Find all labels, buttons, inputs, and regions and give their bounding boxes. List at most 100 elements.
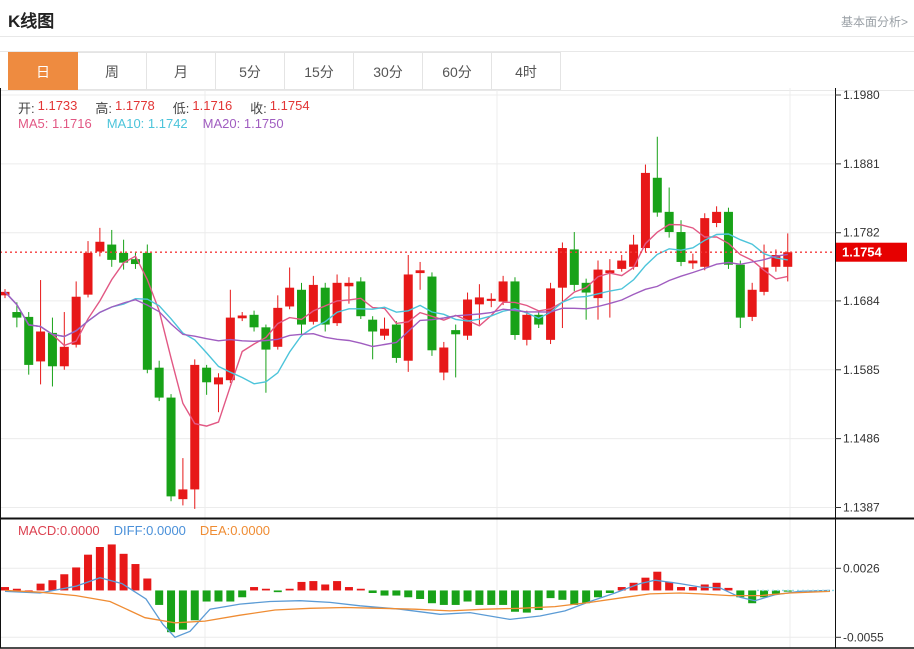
candle-body (522, 314, 532, 340)
macd-tick-label: -0.0055 (843, 630, 884, 644)
candle-body (308, 284, 318, 322)
tab-day[interactable]: 日 (8, 52, 78, 90)
macd-bar (250, 587, 259, 591)
tabbar-bottom-divider (0, 90, 914, 91)
macd-bar (131, 564, 140, 591)
macd-bar (392, 590, 401, 596)
price-tag-label: 1.1754 (842, 245, 883, 260)
candle-body (225, 317, 235, 381)
candle-body (24, 316, 34, 365)
macd-bar (190, 590, 199, 621)
header-divider (0, 36, 914, 37)
candle-body (439, 347, 449, 373)
candle-body (474, 297, 484, 305)
candle-body (0, 291, 10, 296)
macd-bar (119, 553, 128, 591)
macd-bar (84, 554, 93, 591)
candle-body (95, 241, 105, 252)
macd-bar (143, 578, 152, 591)
diff-line (4, 577, 831, 639)
macd-bar (297, 581, 306, 591)
tab-5min[interactable]: 5分 (215, 52, 285, 90)
candle-body (285, 287, 295, 307)
macd-bar (499, 590, 508, 605)
candle-body (463, 299, 473, 336)
price-tick-label: 1.1486 (843, 432, 880, 446)
macd-bar (475, 590, 484, 605)
candle-body (652, 177, 662, 213)
candle-body (332, 282, 342, 324)
tab-15min[interactable]: 15分 (284, 52, 354, 90)
macd-bar (333, 581, 342, 591)
candle-body (735, 264, 745, 318)
ma10-readout: MA10: 1.1742 (106, 116, 188, 131)
tab-week[interactable]: 周 (77, 52, 147, 90)
tab-30min[interactable]: 30分 (353, 52, 423, 90)
tab-4hour[interactable]: 4时 (491, 52, 561, 90)
macd-bar (107, 544, 116, 591)
macd-bar (273, 590, 282, 593)
ma20-readout: MA20: 1.1750 (202, 116, 284, 131)
macd-bar (736, 590, 745, 598)
price-tick-label: 1.1684 (843, 294, 880, 308)
macd-bar (202, 590, 211, 602)
macd-bar (605, 590, 614, 594)
macd-bar (214, 590, 223, 602)
high-label: 高: (95, 101, 113, 116)
fundamental-analysis-link[interactable]: 基本面分析> (840, 15, 908, 29)
high-readout: 高: 1.1778 (95, 98, 154, 117)
price-tick-label: 1.1585 (843, 363, 880, 377)
candle-body (71, 296, 81, 345)
macd-bar (522, 590, 531, 613)
candle-body (83, 252, 93, 295)
macd-bar (95, 547, 104, 591)
macd-bar (416, 590, 425, 599)
close-label: 收: (250, 101, 267, 116)
macd-bar (771, 590, 780, 594)
macd-bar (48, 580, 57, 591)
candle-body (498, 281, 508, 302)
open-readout: 开: 1.1733 (18, 98, 77, 117)
macd-bar (12, 588, 21, 591)
tabbar-top-divider (0, 51, 914, 52)
candle-body (546, 288, 556, 340)
candle-body (593, 269, 603, 299)
macd-bar (356, 588, 365, 591)
open-label: 开: (18, 101, 35, 116)
kline-chart[interactable]: 1.1754 1.1980 1.1881 1.1782 1.1684 1.1585 1.14… (0, 88, 914, 649)
dea-readout: DEA:0.0000 (199, 523, 271, 538)
high-value: 1.1778 (115, 98, 155, 113)
candle-body (249, 314, 259, 328)
macd-bar (558, 590, 567, 600)
low-value: 1.1716 (192, 98, 233, 113)
candle-body (130, 259, 140, 265)
candle-body (190, 364, 200, 490)
macd-bar (677, 587, 686, 591)
macd-bar (724, 587, 733, 591)
macd-bar (404, 590, 413, 598)
macd-bar (760, 590, 769, 598)
open-value: 1.1733 (37, 98, 78, 113)
candle-body (59, 346, 69, 367)
macd-bar (368, 590, 377, 594)
price-tick-label: 1.1980 (843, 88, 880, 102)
candle-body (451, 330, 461, 335)
candle-body (178, 489, 188, 500)
candle-body (723, 211, 733, 265)
price-tick-label: 1.1881 (843, 157, 880, 171)
ohlc-legend: 开: 1.1733 高: 1.1778 低: 1.1716 收: 1.1754 (18, 98, 310, 117)
candle-body (237, 315, 247, 319)
low-readout: 低: 1.1716 (173, 98, 232, 117)
candle-body (534, 314, 544, 325)
close-value: 1.1754 (269, 98, 310, 113)
dea-line (4, 589, 831, 624)
tab-60min[interactable]: 60分 (422, 52, 492, 90)
candle-body (142, 252, 152, 370)
macd-bar (534, 590, 543, 611)
diff-readout: DIFF:0.0000 (113, 523, 186, 538)
macd-bar (594, 590, 602, 598)
macd-bar (463, 590, 472, 602)
candle-body (747, 289, 757, 317)
tab-month[interactable]: 月 (146, 52, 216, 90)
macd-bar (226, 590, 235, 602)
